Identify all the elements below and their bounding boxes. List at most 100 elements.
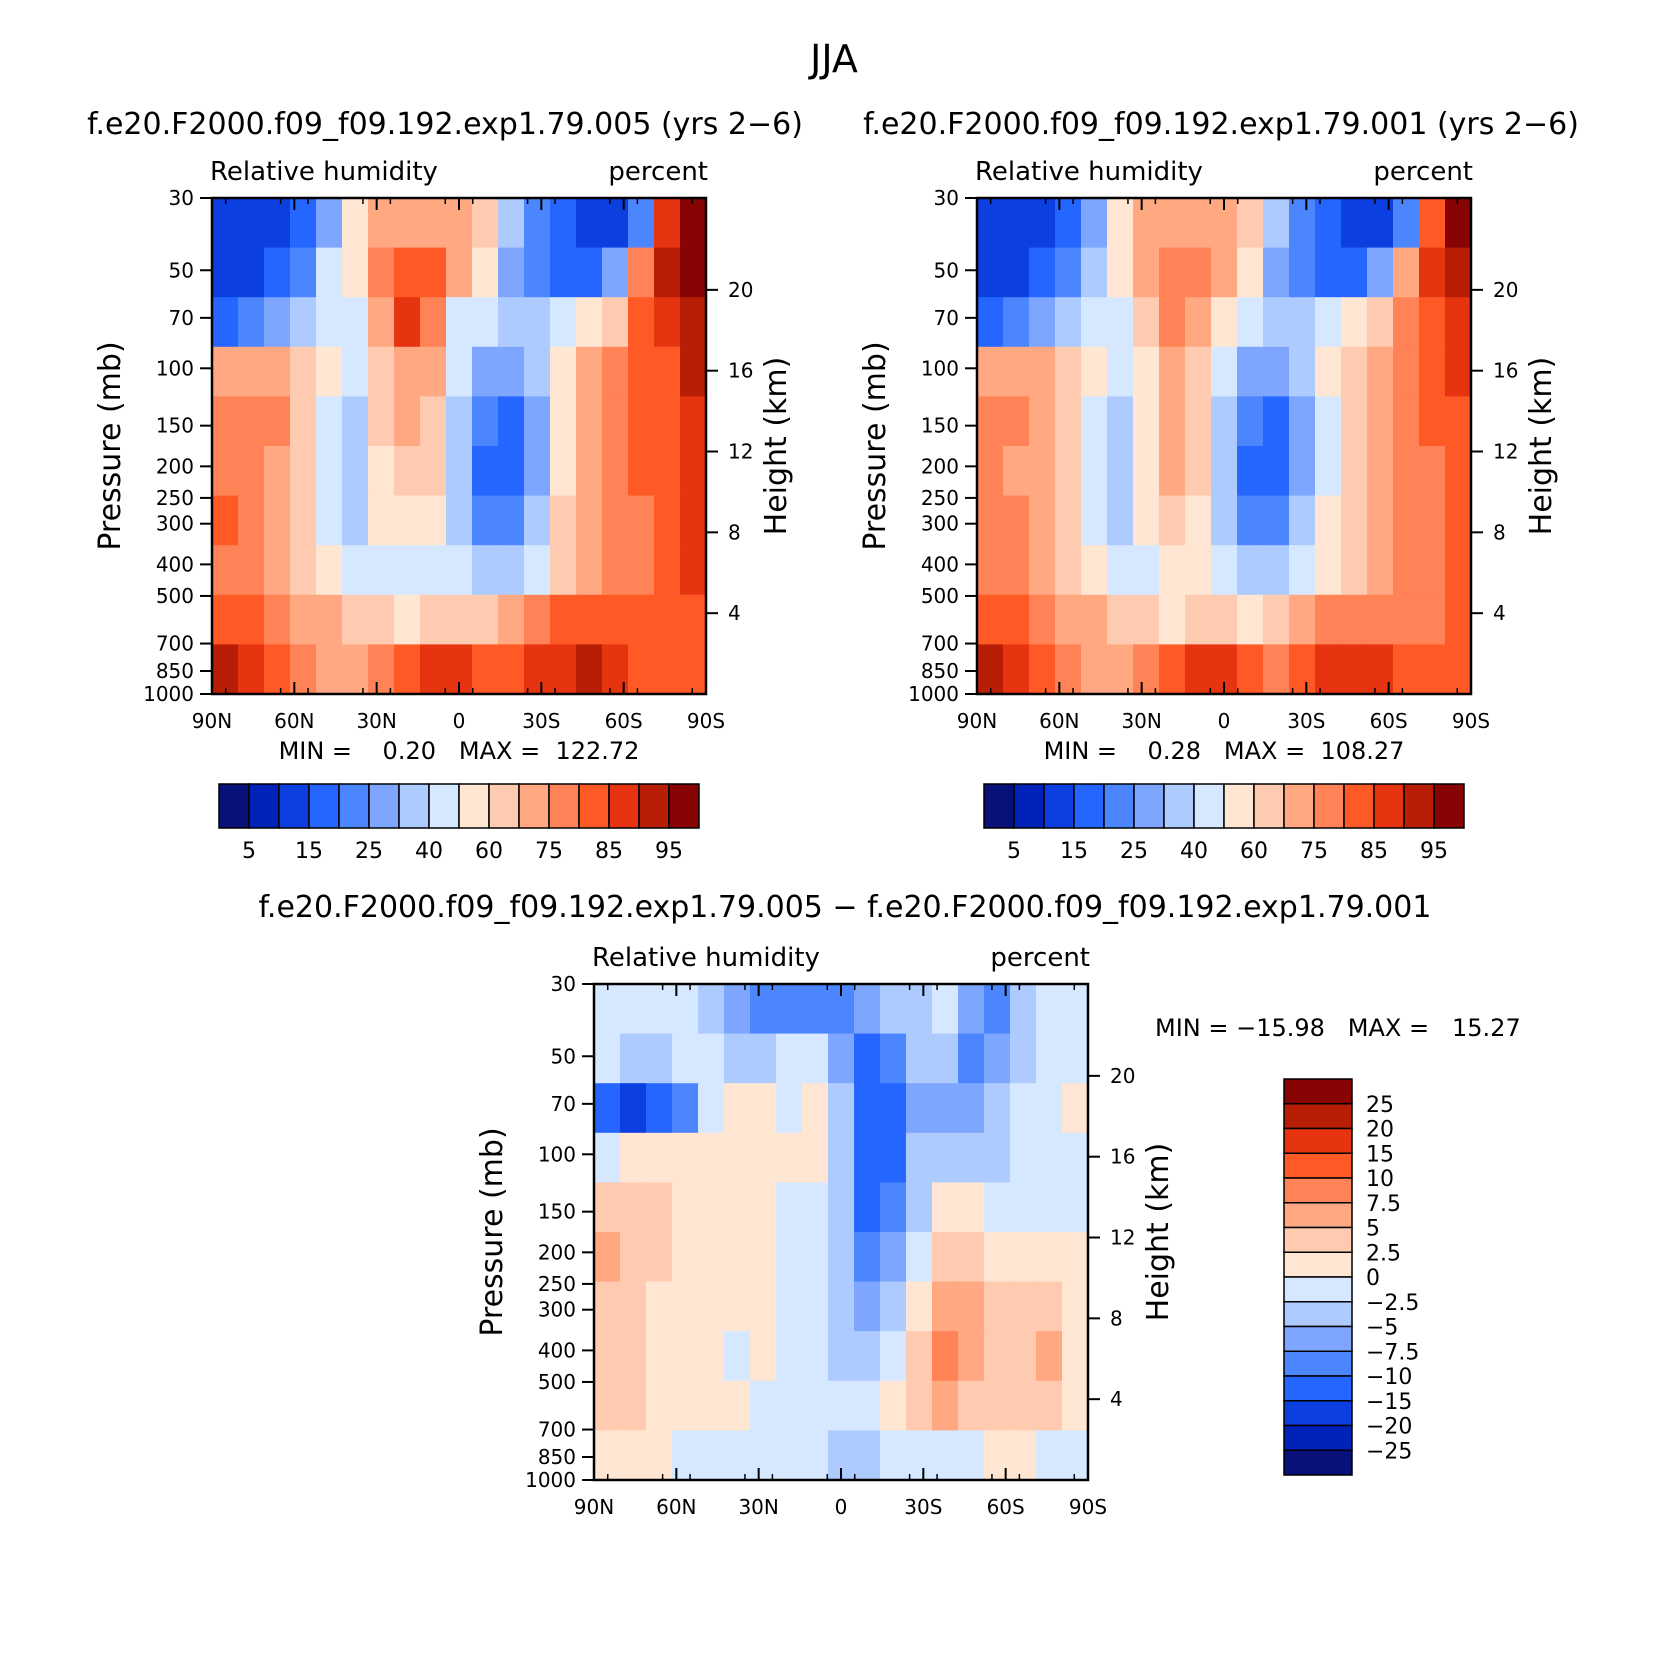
- heatmap-cell: [394, 446, 421, 497]
- heatmap-cell: [498, 198, 525, 249]
- heatmap-cell: [1341, 297, 1368, 348]
- heatmap-cell: [1367, 396, 1394, 447]
- heatmap-cell: [342, 396, 369, 447]
- heatmap-cells: [594, 984, 1089, 1481]
- heatmap-cell: [1289, 247, 1316, 298]
- heatmap-cell: [446, 396, 473, 447]
- heatmap-cell: [977, 297, 1004, 348]
- y-tick-label: 50: [169, 258, 194, 282]
- x-tick-label: 60S: [605, 709, 643, 733]
- heatmap-cell: [472, 495, 499, 546]
- variable-label: Relative humidity: [975, 157, 1203, 187]
- heatmap-cell: [238, 594, 265, 645]
- heatmap-cell: [238, 297, 265, 348]
- heatmap-cell: [316, 545, 343, 596]
- colorbar-box: [1433, 783, 1465, 829]
- colorbar-box: [248, 783, 280, 829]
- colorbar-box: [398, 783, 430, 829]
- heatmap-cell: [1062, 1083, 1089, 1134]
- heatmap-cell: [1107, 346, 1134, 397]
- heatmap-cell: [680, 594, 707, 645]
- heatmap-cell: [602, 346, 629, 397]
- x-tick-label: 60N: [274, 709, 314, 733]
- heatmap-cell: [498, 346, 525, 397]
- heatmap-cell: [498, 297, 525, 348]
- colorbar-box: [1283, 1177, 1353, 1204]
- heatmap-cell: [1159, 446, 1186, 497]
- heatmap-cell: [1081, 446, 1108, 497]
- figure-title: JJA: [808, 37, 858, 81]
- heatmap-cell: [654, 396, 681, 447]
- y-tick-label: 250: [538, 1272, 576, 1296]
- heatmap-cell: [576, 644, 603, 695]
- heatmap-cell: [750, 1033, 777, 1084]
- heatmap-cell: [1211, 594, 1238, 645]
- heatmap-cell: [776, 1281, 803, 1332]
- heatmap-cell: [1289, 198, 1316, 249]
- y-tick-label: 250: [156, 486, 194, 510]
- heatmap-cell: [620, 1380, 647, 1431]
- heatmap-cell: [550, 247, 577, 298]
- heatmap-cell: [446, 594, 473, 645]
- heatmap-cell: [854, 1182, 881, 1233]
- heatmap-cell: [880, 1430, 907, 1481]
- heatmap-cell: [1367, 594, 1394, 645]
- heatmap-cell: [342, 446, 369, 497]
- heatmap-cell: [576, 495, 603, 546]
- heatmap-cell: [932, 1182, 959, 1233]
- y-axis-title: Pressure (mb): [858, 341, 893, 550]
- heatmap-cell: [958, 1083, 985, 1134]
- heatmap-cell: [1289, 446, 1316, 497]
- colorbar-label: −5: [1366, 1316, 1398, 1341]
- heatmap-cell: [420, 396, 447, 447]
- colorbar-label: 60: [1240, 839, 1268, 864]
- heatmap-cell: [1003, 297, 1030, 348]
- colorbar-box: [1043, 783, 1075, 829]
- heatmap-cell: [602, 446, 629, 497]
- heatmap-cell: [550, 396, 577, 447]
- heatmap-cell: [672, 1232, 699, 1283]
- height-tick-label: 8: [1493, 520, 1506, 544]
- heatmap-cell: [420, 346, 447, 397]
- colorbar-box: [218, 783, 250, 829]
- heatmap-cell: [1445, 346, 1472, 397]
- heatmap-cell: [1029, 446, 1056, 497]
- heatmap-cell: [594, 1232, 621, 1283]
- heatmap-cell: [550, 346, 577, 397]
- heatmap-cell: [1315, 644, 1342, 695]
- y-tick-label: 850: [156, 659, 194, 683]
- heatmap-cell: [654, 297, 681, 348]
- heatmap-cell: [212, 297, 239, 348]
- heatmap-cell: [724, 1182, 751, 1233]
- height-tick-label: 16: [1493, 359, 1518, 383]
- heatmap-cell: [958, 1182, 985, 1233]
- heatmap-cell: [316, 247, 343, 298]
- heatmap-cell: [802, 1033, 829, 1084]
- heatmap-cell: [1341, 545, 1368, 596]
- heatmap-cell: [1419, 545, 1446, 596]
- heatmap-cell: [724, 1281, 751, 1332]
- heatmap-cell: [316, 495, 343, 546]
- heatmap-cell: [1237, 346, 1264, 397]
- heatmap-cell: [1036, 1033, 1063, 1084]
- heatmap-cell: [212, 594, 239, 645]
- heatmap-cell: [290, 495, 317, 546]
- heatmap-cell: [958, 1232, 985, 1283]
- x-tick-label: 0: [835, 1495, 848, 1519]
- y-tick-label: 400: [538, 1338, 576, 1362]
- heatmap-cell: [594, 1182, 621, 1233]
- heatmap-cell: [1003, 247, 1030, 298]
- heatmap-cell: [1393, 297, 1420, 348]
- heatmap-cell: [594, 1281, 621, 1332]
- heatmap-cell: [1010, 1232, 1037, 1283]
- height-tick-label: 16: [1110, 1145, 1135, 1169]
- heatmap-cell: [724, 1430, 751, 1481]
- heatmap-cell: [1263, 198, 1290, 249]
- heatmap-cell: [524, 247, 551, 298]
- heatmap-cell: [628, 446, 655, 497]
- heatmap-cell: [264, 545, 291, 596]
- y-tick-label: 200: [538, 1240, 576, 1264]
- y-tick-label: 50: [934, 258, 959, 282]
- y-tick-label: 500: [921, 584, 959, 608]
- min-max-label: MIN = −15.98 MAX = 15.27: [1155, 1014, 1521, 1042]
